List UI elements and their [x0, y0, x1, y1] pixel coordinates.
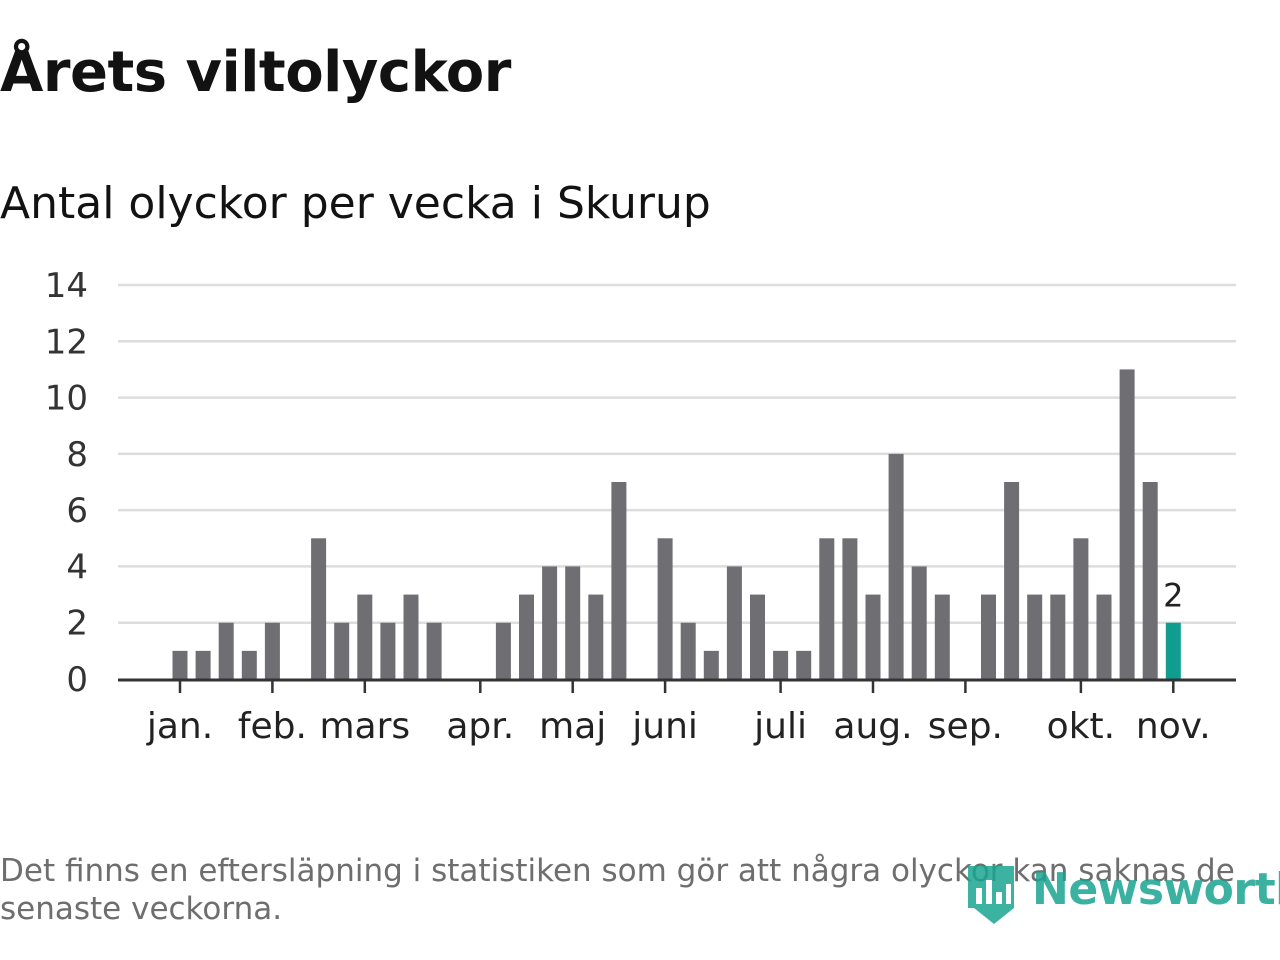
x-tick-label-okt: okt.: [1047, 706, 1115, 747]
bar-week-30: [842, 538, 858, 679]
chart-title: Årets viltolyckor: [0, 40, 511, 105]
x-tick-label-mars: mars: [319, 706, 410, 747]
bar-week-22: [657, 538, 673, 679]
x-axis-tick-labels: jan. feb. mars apr. maj juni juli aug. sep. okt. n…: [146, 706, 1211, 747]
newsworthy-logo-text: Newsworthy: [1032, 864, 1280, 915]
bar-week-4: [241, 650, 257, 679]
x-tick-label-maj: maj: [539, 706, 606, 747]
bar-week-36: [981, 594, 996, 679]
bar-week-16: [519, 594, 534, 679]
bar-week-37: [1004, 482, 1020, 679]
y-tick-label: 2: [66, 604, 88, 644]
bar-week-41: [1096, 594, 1112, 679]
bar-week-17: [542, 566, 558, 679]
x-tick-label-jan: jan.: [146, 706, 213, 747]
grid-lines: [118, 283, 1236, 624]
bar-week-29: [819, 538, 835, 679]
bar-week-12: [426, 622, 442, 679]
footnote: Det finns en eftersläpning i statistiken…: [0, 853, 1235, 927]
x-tick-label-feb: feb.: [238, 706, 307, 747]
bar-chart: 0 2 4 6 8 10 12 14 jan. feb. mars apr. maj juni juli a…: [45, 266, 1236, 747]
bar-week-40: [1073, 538, 1089, 679]
bar-week-15: [495, 622, 511, 679]
bar-week-1: [172, 650, 188, 679]
bar-week-27: [773, 650, 789, 679]
highlight-data-label: 2: [1163, 577, 1183, 615]
bar-week-5: [264, 622, 280, 679]
bar-week-23: [680, 622, 696, 679]
x-tick-label-juli: juli: [753, 706, 807, 747]
x-tick-label-apr: apr.: [446, 706, 514, 747]
newsworthy-logo-icon: [968, 866, 1014, 924]
bar-week-2: [195, 650, 211, 679]
y-tick-label: 8: [66, 435, 88, 475]
x-tick-label-sep: sep.: [928, 706, 1003, 747]
y-axis-tick-labels: 0 2 4 6 8 10 12 14: [45, 266, 88, 700]
y-tick-label: 4: [66, 547, 88, 587]
bar-week-32: [888, 453, 904, 679]
bar-week-10: [380, 622, 396, 679]
bar-week-44: [1165, 622, 1181, 679]
bar-week-38: [1027, 594, 1043, 679]
y-tick-label: 0: [66, 660, 88, 700]
x-tick-label-aug: aug.: [833, 706, 912, 747]
bar-week-19: [588, 594, 604, 679]
bar-week-31: [865, 594, 881, 679]
data-labels: 2: [1163, 577, 1183, 615]
y-tick-label: 14: [45, 266, 88, 306]
bar-week-11: [403, 594, 419, 679]
bar-week-33: [911, 566, 927, 679]
bar-week-26: [750, 594, 765, 679]
chart-subtitle: Antal olyckor per vecka i Skurup: [0, 178, 711, 229]
y-tick-label: 6: [66, 491, 88, 531]
bar-week-28: [796, 650, 812, 679]
bars: [172, 369, 1181, 679]
x-tick-label-nov: nov.: [1136, 706, 1211, 747]
x-axis: [118, 678, 1236, 693]
x-tick-label-juni: juni: [631, 706, 698, 747]
bar-week-42: [1119, 369, 1135, 679]
bar-week-20: [611, 482, 627, 679]
bar-week-7: [311, 538, 327, 679]
bar-week-9: [357, 594, 373, 679]
bar-week-24: [703, 650, 719, 679]
bar-week-18: [565, 566, 581, 679]
bar-week-43: [1142, 482, 1158, 679]
newsworthy-logo: Newsworthy: [964, 862, 1280, 928]
bar-week-34: [934, 594, 950, 679]
y-tick-label: 12: [45, 322, 88, 362]
bar-week-8: [334, 622, 350, 679]
bar-week-25: [726, 566, 742, 679]
y-tick-label: 10: [45, 379, 88, 419]
bar-week-3: [218, 622, 234, 679]
bar-week-39: [1050, 594, 1066, 679]
